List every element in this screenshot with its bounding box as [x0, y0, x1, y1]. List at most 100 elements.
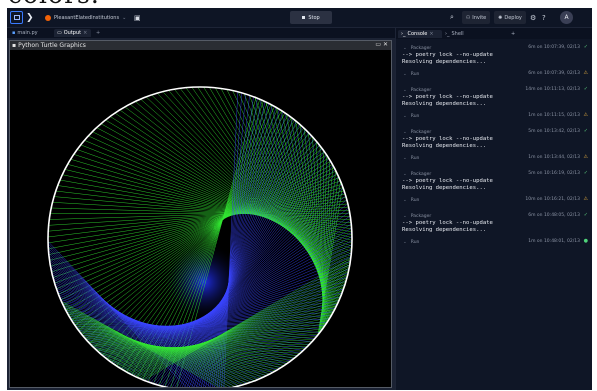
- check-icon: ✓: [583, 212, 588, 218]
- chevron-down-icon: ⌄: [403, 213, 407, 219]
- green-line: [57, 185, 352, 230]
- shell-icon: ›_: [445, 31, 450, 37]
- green-line: [87, 340, 296, 358]
- green-line: [48, 193, 346, 250]
- deploy-label: Deploy: [504, 14, 522, 21]
- console-entry-header[interactable]: ⌄ Packager 5m on 10:16:19, 02/13 ✓: [403, 170, 588, 178]
- green-line: [106, 125, 302, 360]
- blue-line: [55, 285, 266, 377]
- entry-output: --> poetry lock --no-update Resolving de…: [402, 52, 493, 65]
- console-entry-header[interactable]: ⌄ Run 1m on 10:48:01, 02/13 ●: [403, 238, 588, 246]
- chevron-down-icon: ⌄: [403, 71, 407, 77]
- console-entry-header[interactable]: ⌄ Packager 5m on 10:13:42, 02/13 ✓: [403, 128, 588, 136]
- stop-icon: [302, 16, 306, 19]
- add-tab-button[interactable]: +: [511, 31, 516, 37]
- entry-kind: Packager: [410, 213, 432, 219]
- green-line: [47, 200, 348, 238]
- green-line: [107, 322, 327, 361]
- chevron-down-icon: ⌄: [403, 197, 407, 203]
- green-line: [145, 96, 346, 284]
- check-icon: ✓: [583, 44, 588, 50]
- console-panel: ›_ Console × ›_ Shell + ⌄ Packager 6m on 1…: [395, 28, 592, 390]
- chevron-down-icon: ⌄: [122, 14, 127, 21]
- green-line: [114, 311, 334, 365]
- green-line: [127, 287, 345, 374]
- repl-logo-icon: [45, 14, 51, 21]
- green-line: [76, 326, 270, 375]
- package-icon[interactable]: ▣: [134, 13, 141, 22]
- green-line: [120, 299, 340, 370]
- console-entry-header[interactable]: ⌄ Run 10m on 10:16:21, 02/13 ⚠: [403, 196, 588, 204]
- blue-line: [81, 311, 334, 335]
- replit-workspace: ❯ PleasantElated­Institutions ⌄ ▣ Stop ⌕…: [7, 8, 592, 390]
- green-line: [59, 179, 352, 233]
- window-menu-icon[interactable]: ▪: [12, 42, 17, 49]
- green-line: [73, 323, 264, 378]
- blue-line: [51, 269, 240, 387]
- entry-timestamp: 5m on 10:13:42, 02/13: [528, 129, 580, 134]
- tab-label: Output: [63, 30, 82, 36]
- close-icon[interactable]: ×: [83, 30, 88, 36]
- green-line: [64, 308, 236, 387]
- green-line: [56, 170, 337, 290]
- entry-output: --> poetry lock --no-update Resolving de…: [402, 178, 493, 191]
- blue-line: [135, 195, 346, 377]
- green-line: [48, 203, 348, 232]
- gear-icon[interactable]: ⚙: [530, 13, 537, 22]
- invite-button[interactable]: ⚇ Invite: [462, 11, 490, 24]
- help-icon[interactable]: ?: [542, 13, 546, 22]
- add-tab-button[interactable]: +: [93, 29, 103, 37]
- avatar[interactable]: A: [560, 11, 573, 24]
- tab-output[interactable]: ▭ Output ×: [54, 29, 91, 37]
- warning-icon: ⚠: [583, 196, 588, 202]
- tab-console[interactable]: ›_ Console ×: [398, 30, 442, 38]
- blue-line: [139, 187, 344, 379]
- blue-line: [92, 284, 345, 347]
- stop-button[interactable]: Stop: [290, 11, 332, 24]
- deploy-button[interactable]: ✺ Deploy: [494, 11, 526, 24]
- green-line: [151, 94, 345, 286]
- console-entry-header[interactable]: ⌄ Run 6m on 10:07:39, 02/13 ⚠: [403, 70, 588, 78]
- blue-line: [216, 95, 250, 387]
- blue-line: [53, 278, 255, 382]
- green-line: [88, 135, 352, 257]
- console-entry-header[interactable]: ⌄ Packager 14m on 10:11:13, 02/13 ✓: [403, 86, 588, 94]
- green-line: [82, 334, 285, 366]
- console-entry-header[interactable]: ⌄ Packager 6m on 10:48:05, 02/13 ✓: [403, 212, 588, 220]
- console-entry-header[interactable]: ⌄ Packager 6m on 10:07:39, 02/13 ✓: [403, 44, 588, 52]
- check-icon: ✓: [583, 170, 588, 176]
- output-panel: ▪ Python Turtle Graphics ▭ ✕: [7, 38, 395, 390]
- search-icon[interactable]: ⌕: [450, 13, 454, 21]
- blue-line: [48, 248, 199, 387]
- green-line: [134, 274, 348, 377]
- green-line: [101, 333, 319, 356]
- close-icon[interactable]: ×: [429, 31, 434, 37]
- green-line: [61, 302, 223, 387]
- green-line: [54, 174, 338, 284]
- top-bar: ❯ PleasantElated­Institutions ⌄ ▣ Stop ⌕…: [7, 8, 592, 28]
- output-icon: ▭: [57, 30, 62, 36]
- green-line: [77, 328, 273, 373]
- blue-line: [66, 311, 307, 348]
- console-entry-header[interactable]: ⌄ Run 1m on 10:13:44, 02/13 ⚠: [403, 154, 588, 162]
- green-line: [122, 296, 341, 371]
- entry-kind: Packager: [410, 129, 432, 135]
- green-line: [126, 290, 344, 373]
- blue-line: [101, 264, 350, 355]
- tab-main-py[interactable]: ▪ main.py: [9, 29, 42, 37]
- deploy-icon: ✺: [498, 14, 503, 21]
- tab-shell[interactable]: ›_ Shell: [442, 30, 478, 38]
- chevron-down-icon: ⌄: [403, 239, 407, 245]
- running-icon: ●: [583, 238, 588, 244]
- blue-line: [74, 324, 323, 330]
- window-controls[interactable]: ▭ ✕: [375, 41, 388, 48]
- repl-name: PleasantElated­Institutions: [54, 14, 120, 21]
- console-entry-header[interactable]: ⌄ Run 1m on 10:11:15, 02/13 ⚠: [403, 112, 588, 120]
- entry-timestamp: 6m on 10:07:39, 02/13: [528, 45, 580, 50]
- blue-line: [78, 318, 330, 331]
- sidebar-toggle-button[interactable]: [10, 11, 23, 24]
- green-line: [83, 336, 288, 364]
- repl-name-button[interactable]: PleasantElated­Institutions ⌄: [45, 11, 126, 24]
- chevron-right-icon[interactable]: ❯: [26, 12, 34, 23]
- entry-kind: Packager: [410, 45, 432, 51]
